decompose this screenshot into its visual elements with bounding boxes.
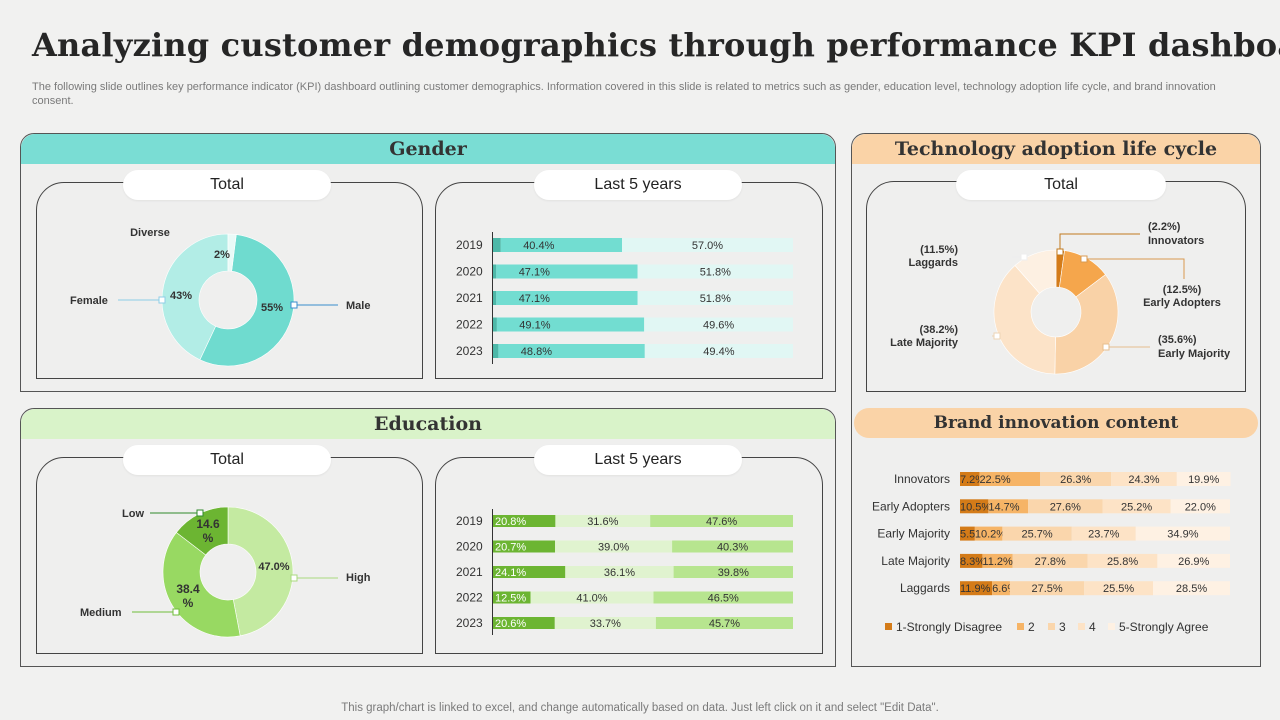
gender-total-title: Total bbox=[123, 170, 331, 200]
tech-brand-section: Technology adoption life cycle Total Bra… bbox=[851, 133, 1261, 667]
gender-last5-title: Last 5 years bbox=[534, 170, 742, 200]
gender-last5-panel bbox=[435, 182, 823, 379]
gender-total-panel bbox=[36, 182, 423, 379]
page-title: Analyzing customer demographics through … bbox=[32, 26, 1280, 64]
page-subtitle: The following slide outlines key perform… bbox=[32, 81, 1216, 107]
gender-section-title: Gender bbox=[21, 134, 835, 164]
education-total-panel bbox=[36, 457, 423, 654]
education-section: Education Total Last 5 years bbox=[20, 408, 836, 667]
tech-total-title: Total bbox=[956, 170, 1166, 200]
gender-section: Gender Total Last 5 years bbox=[20, 133, 836, 392]
education-last5-panel bbox=[435, 457, 823, 654]
education-total-title: Total bbox=[123, 445, 331, 475]
education-last5-title: Last 5 years bbox=[534, 445, 742, 475]
education-section-title: Education bbox=[21, 409, 835, 439]
tech-section-title: Technology adoption life cycle bbox=[852, 134, 1260, 164]
brand-section-title: Brand innovation content bbox=[854, 408, 1258, 438]
page-footer: This graph/chart is linked to excel, and… bbox=[341, 702, 939, 714]
tech-total-panel bbox=[866, 181, 1246, 392]
